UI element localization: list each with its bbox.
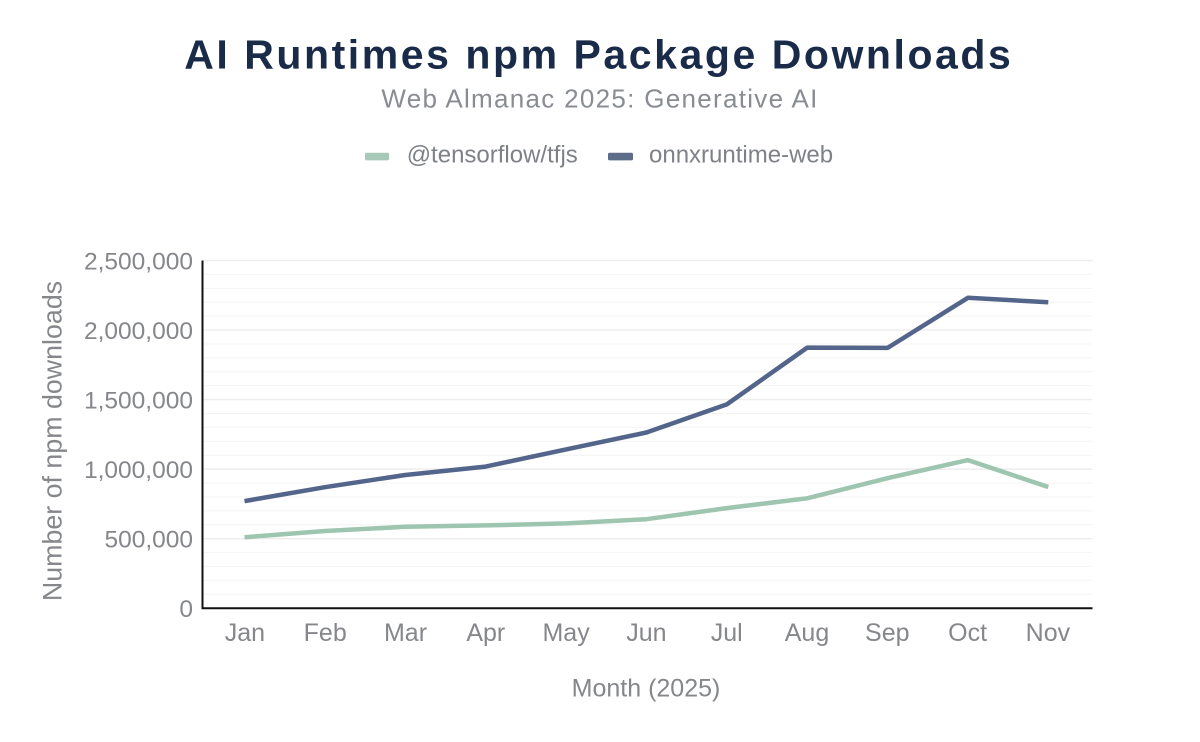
svg-text:Month (2025): Month (2025) <box>572 675 721 703</box>
svg-text:AI Runtimes npm Package Downlo: AI Runtimes npm Package Downloads <box>184 32 1013 78</box>
svg-text:2,000,000: 2,000,000 <box>84 318 193 345</box>
svg-text:Feb: Feb <box>304 619 347 647</box>
svg-text:May: May <box>542 619 590 647</box>
svg-text:Nov: Nov <box>1026 619 1071 647</box>
svg-text:Number of npm downloads: Number of npm downloads <box>38 281 68 601</box>
svg-text:onnxruntime-web: onnxruntime-web <box>649 142 833 169</box>
svg-text:Aug: Aug <box>785 619 829 647</box>
svg-text:Web Almanac 2025: Generative A: Web Almanac 2025: Generative AI <box>381 84 818 114</box>
svg-text:Apr: Apr <box>466 619 505 647</box>
svg-text:Mar: Mar <box>384 619 427 647</box>
svg-text:@tensorflow/tfjs: @tensorflow/tfjs <box>407 142 578 169</box>
svg-text:1,000,000: 1,000,000 <box>84 457 193 484</box>
svg-text:500,000: 500,000 <box>104 527 193 554</box>
svg-text:Jul: Jul <box>711 619 743 647</box>
svg-text:Jun: Jun <box>626 619 666 647</box>
svg-text:Oct: Oct <box>948 619 987 647</box>
svg-text:0: 0 <box>179 596 193 623</box>
svg-text:Sep: Sep <box>865 619 909 647</box>
svg-text:Jan: Jan <box>225 619 265 647</box>
svg-text:2,500,000: 2,500,000 <box>84 249 193 276</box>
svg-text:1,500,000: 1,500,000 <box>84 388 193 415</box>
